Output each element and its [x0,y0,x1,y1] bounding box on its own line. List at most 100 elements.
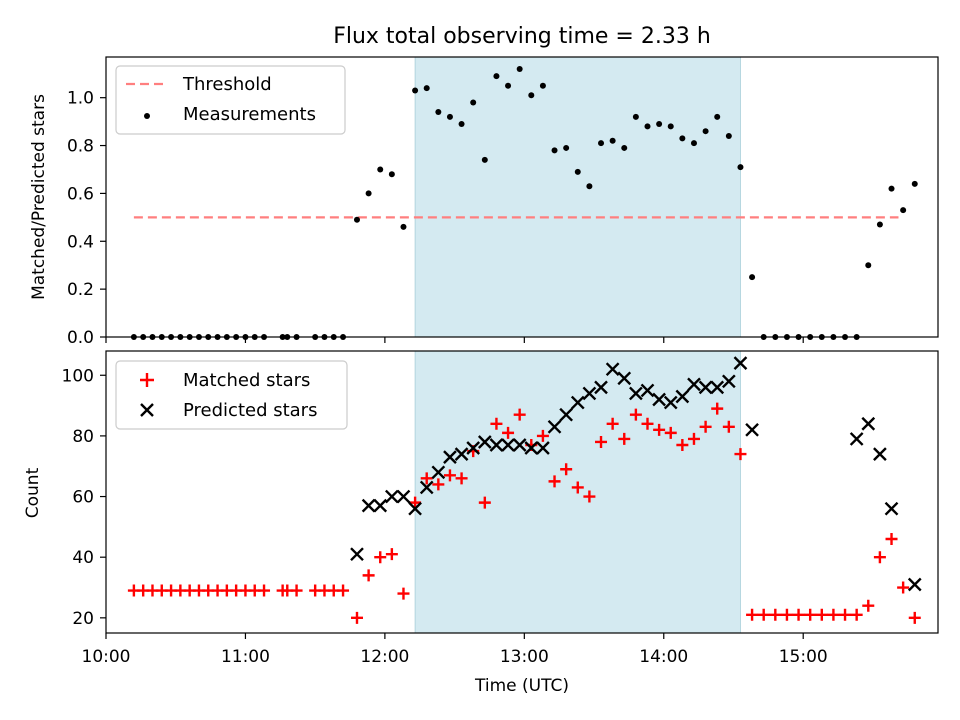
measurement-point [737,164,744,171]
legend-predicted-swatch [140,403,154,417]
matched-star-point [571,481,584,494]
bottom-x-tick-label: 15:00 [779,647,828,667]
measurement-point [598,140,605,147]
matched-star-point [653,423,666,436]
predicted-star-point [873,447,887,461]
bottom-x-tick-label: 10:00 [82,647,131,667]
top-plot-frame [105,56,939,338]
predicted-star-point [408,501,422,516]
predicted-star-point [675,389,690,404]
matched-star-point [862,599,875,612]
predicted-star-point [396,489,411,504]
predicted-star-points [350,356,922,592]
measurement-point [481,156,488,163]
top-panel: 0.0 0.2 0.4 0.6 0.8 1.0 Matched/Predicted sta… [29,56,939,348]
matched-star-point [455,472,468,485]
measurement-point [888,185,895,192]
matched-star-point [769,608,782,621]
matched-star-point [839,608,852,621]
bottom-y-tick-label: 100 [62,366,94,386]
matched-star-point [850,608,863,621]
matched-star-point [711,402,724,415]
bottom-y-ticks: 20 40 60 80 100 [62,366,106,629]
predicted-star-point [640,383,655,398]
matched-star-point [757,608,770,621]
top-y-tick-label: 0.2 [67,280,94,300]
measurement-point [388,171,395,178]
measurement-point [435,109,442,116]
bottom-y-tick-label: 60 [72,488,94,508]
matched-star-point [595,435,608,448]
top-legend-box [115,65,346,135]
measurement-point [900,207,907,214]
measurement-point [656,121,663,128]
measurement-point [632,113,639,120]
matched-star-point [908,611,921,624]
matched-star-point [548,475,561,488]
predicted-star-point [663,395,678,410]
matched-star-point [432,478,445,491]
matched-star-point [873,551,886,564]
bottom-y-tick-label: 20 [72,609,94,629]
predicted-star-point [443,450,457,464]
predicted-star-point [489,438,504,452]
matched-star-point [420,472,433,485]
predicted-star-point [849,432,864,446]
bottom-legend-box [115,360,348,430]
measurement-point [539,82,546,89]
measurement-point [609,137,616,144]
matched-star-point [792,608,805,621]
matched-star-point [478,496,491,509]
matched-star-point [676,439,689,451]
bottom-panel: 20 40 60 80 100 10:00 11:00 12:00 13:00 14:00 15:… [23,350,939,696]
top-y-tick-label: 0.0 [67,328,94,348]
legend-matched-label: Matched stars [183,370,310,391]
predicted-star-point [477,435,492,449]
predicted-star-point [884,501,899,516]
predicted-star-point [512,438,527,452]
measurement-point [446,113,453,120]
measurement-point [470,99,477,106]
measurement-point [586,183,593,190]
predicted-star-point [350,547,364,562]
measurement-point [749,274,756,281]
predicted-star-point [466,441,481,455]
bottom-y-tick-label: 80 [72,427,94,447]
predicted-star-point [419,480,434,495]
matched-star-point [699,420,712,433]
measurement-point [423,85,430,92]
predicted-star-point [431,465,446,480]
measurement-point [516,65,523,72]
measurement-point [667,123,674,130]
measurement-point [679,135,686,142]
measurement-point [574,168,581,175]
measurement-point [528,92,535,99]
bottom-x-tick-label: 12:00 [360,647,409,667]
predicted-star-point [385,489,399,504]
measurement-point [493,73,500,80]
matched-star-point [385,548,398,561]
measurement-point [690,140,697,147]
legend-predicted-label: Predicted stars [183,400,317,421]
top-y-ticks: 0.0 0.2 0.4 0.6 0.8 1.0 [67,89,106,348]
measurement-point [621,144,628,151]
legend-threshold-label: Threshold [182,74,272,95]
matched-star-point [502,426,515,439]
top-y-tick-label: 0.8 [67,137,94,157]
matched-star-point [746,608,759,621]
matched-star-point [641,417,654,430]
predicted-star-point [605,362,620,377]
predicted-star-point [710,380,725,395]
predicted-star-point [629,386,643,401]
matched-star-point [397,587,410,600]
measurement-point [865,262,872,269]
measurement-point [911,180,918,187]
matched-star-point [513,408,526,421]
matched-star-point [536,429,549,442]
x-axis-label: Time (UTC) [474,676,569,696]
legend-measurements-swatch [144,113,150,119]
measurement-point [725,132,732,139]
top-y-axis-label: Matched/Predicted stars [29,94,49,300]
measurement-point [365,190,372,197]
matched-star-point [560,463,573,476]
